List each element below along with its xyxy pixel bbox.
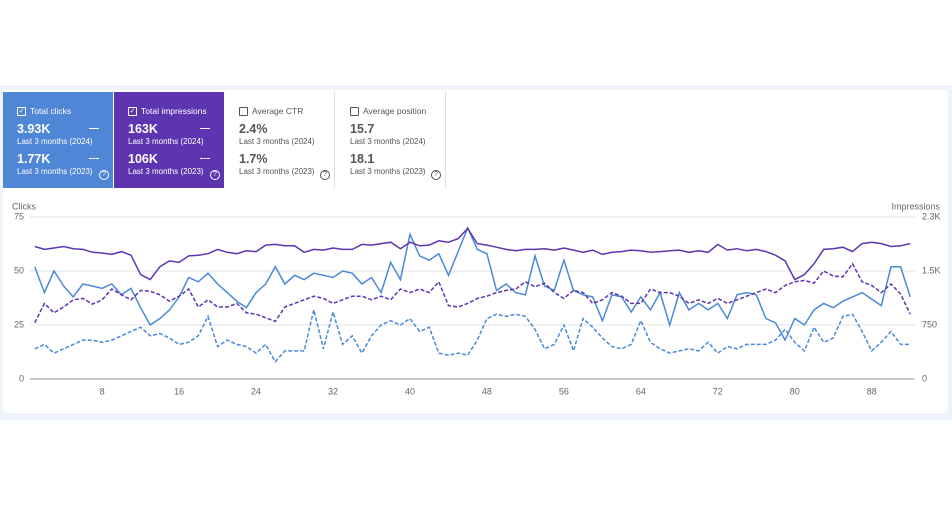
metric-value: 1.7% — [239, 152, 268, 166]
y-tick-label: 50 — [14, 265, 24, 275]
metric-period: Last 3 months (2023) — [350, 167, 426, 176]
checkbox — [239, 106, 248, 116]
metric-period: Last 3 months (2024) — [17, 137, 93, 146]
y-tick-label: 25 — [14, 319, 24, 329]
series-line — [34, 227, 911, 281]
metric-period: Last 3 months (2023) — [239, 167, 315, 176]
metric-card[interactable]: Average CTR 2.4% Last 3 months (2024) 1.7% L… — [225, 92, 335, 188]
series-line — [34, 262, 911, 324]
y-tick-label: 0 — [19, 373, 24, 383]
x-tick-label: 56 — [559, 386, 569, 396]
metric-card[interactable]: ✓ Total impressions 163K Last 3 months (202… — [114, 92, 224, 188]
series-line — [34, 225, 911, 342]
x-tick-label: 40 — [405, 386, 415, 396]
help-icon[interactable]: ? — [431, 170, 441, 180]
metric-value: 18.1 — [350, 152, 375, 166]
checkbox: ✓ — [128, 106, 137, 116]
help-icon[interactable]: ? — [99, 170, 109, 180]
card-header: ✓ Total clicks — [17, 106, 113, 116]
x-tick-label: 24 — [251, 386, 261, 396]
card-label: Total clicks — [30, 106, 72, 116]
metric-value: 163K — [128, 122, 224, 136]
metric-card[interactable]: Average position 15.7 Last 3 months (2024)… — [336, 92, 446, 188]
metric-value: 106K — [128, 152, 224, 166]
metric-period: Last 3 months (2024) — [350, 137, 426, 146]
line-indicator — [89, 158, 99, 159]
x-tick-label: 16 — [174, 386, 184, 396]
x-tick-label: 64 — [636, 386, 646, 396]
x-tick-label: 72 — [713, 386, 723, 396]
checkbox — [350, 106, 359, 116]
y2-axis-title: Impressions — [891, 201, 940, 211]
y2-tick-label: 0 — [922, 373, 927, 383]
metric-period: Last 3 months (2024) — [239, 137, 315, 146]
metric-value: 2.4% — [239, 122, 268, 136]
metric-period: Last 3 months (2023) — [17, 167, 93, 176]
card-header: Average position — [350, 106, 445, 116]
help-icon[interactable]: ? — [210, 170, 220, 180]
y2-tick-label: 750 — [922, 319, 937, 329]
help-icon[interactable]: ? — [320, 170, 330, 180]
x-tick-label: 88 — [867, 386, 877, 396]
checkbox: ✓ — [17, 106, 26, 116]
card-label: Total impressions — [141, 106, 207, 116]
y2-tick-label: 1.5K — [922, 265, 941, 275]
card-header: Average CTR — [239, 106, 334, 116]
line-indicator — [89, 128, 99, 129]
y2-tick-label: 2.3K — [922, 211, 941, 221]
metric-period: Last 3 months (2024) — [128, 137, 204, 146]
y-axis-title: Clicks — [12, 201, 36, 211]
metric-value: 3.93K — [17, 122, 113, 136]
card-label: Average position — [363, 106, 427, 116]
card-label: Average CTR — [252, 106, 304, 116]
metric-period: Last 3 months (2023) — [128, 167, 204, 176]
metric-value: 1.77K — [17, 152, 113, 166]
series-line — [34, 309, 911, 363]
x-tick-label: 8 — [100, 386, 105, 396]
x-tick-label: 80 — [790, 386, 800, 396]
metric-value: 15.7 — [350, 122, 375, 136]
line-indicator — [200, 128, 210, 129]
card-header: ✓ Total impressions — [128, 106, 224, 116]
x-tick-label: 48 — [482, 386, 492, 396]
x-tick-label: 32 — [328, 386, 338, 396]
y-tick-label: 75 — [14, 211, 24, 221]
metric-card[interactable]: ✓ Total clicks 3.93K Last 3 months (2024) 1.… — [3, 92, 113, 188]
line-indicator — [200, 158, 210, 159]
